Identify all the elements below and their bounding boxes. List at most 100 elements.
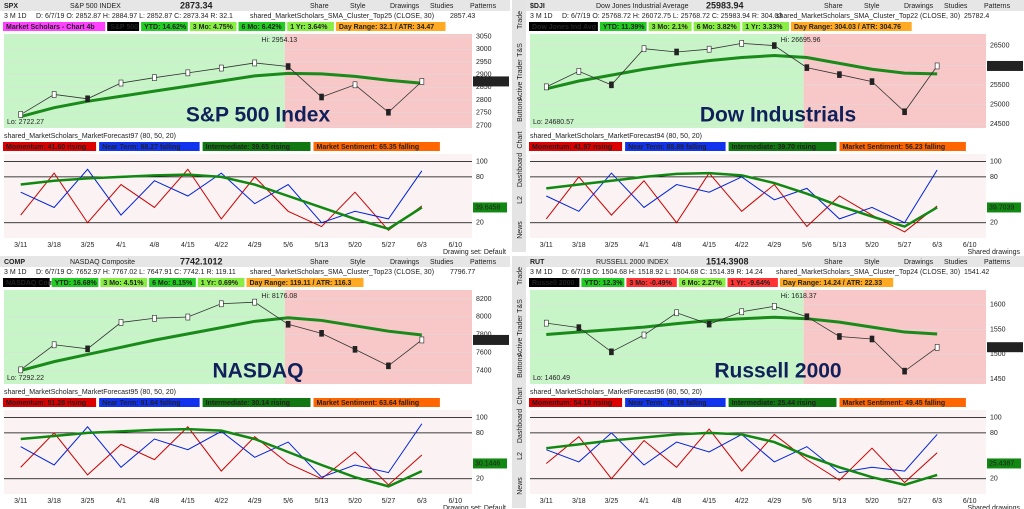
sidebar-tab[interactable]: Active Trader [517,315,524,357]
indicator-badge [625,398,726,407]
x-tick-label: 5/6 [283,498,293,505]
zone-red [803,290,986,384]
sidebar-tab[interactable]: T&S [517,43,524,57]
sidebar-tab[interactable]: L2 [517,452,524,460]
x-tick-label: 6/10 [448,498,462,505]
candle [118,319,124,326]
candle [934,62,940,70]
toolbar-button[interactable]: Share [310,3,329,10]
x-tick-label: 3/25 [81,498,95,505]
candle [771,303,777,310]
badge-text: Day Range: 119.11 / ATR: 116.3 [250,280,352,287]
toolbar-button[interactable]: Studies [430,3,454,10]
indicator-text: Intermediate: 25.44 rising [732,400,816,407]
indicator-text: Momentum: 41.97 rising [532,144,612,151]
toolbar-button[interactable]: Studies [944,3,968,10]
sidebar-tab[interactable]: Buttons [517,354,524,378]
study-value: 25782.4 [964,13,989,20]
x-tick-label: 6/10 [963,498,977,505]
candle [543,319,549,327]
toolbar-button[interactable]: Patterns [984,259,1011,266]
x-tick-label: 4/22 [214,242,228,249]
zone-red [284,34,472,128]
sidebar-tab[interactable]: News [517,221,524,239]
sidebar-tab[interactable]: L2 [517,196,524,204]
toolbar-bg [0,256,510,267]
x-tick-label: 3/18 [572,242,586,249]
candle [85,95,90,103]
chart-panel: SPX S&P 500 INDEX 2873.34 Share Style Drawing… [0,0,510,256]
toolbar-button[interactable]: Share [824,3,843,10]
candle [252,59,258,67]
candle [85,345,90,353]
toolbar-button[interactable]: Share [310,259,329,266]
zone-green [530,290,804,384]
toolbar-button[interactable]: Style [864,259,880,266]
indicator-badge [313,142,440,151]
toolbar-button[interactable]: Style [864,3,880,10]
candle [386,362,391,370]
osc-momentum [20,426,423,486]
x-tick-label: 5/27 [898,498,912,505]
toolbar-button[interactable]: Drawings [904,259,934,266]
study-value: 7796.77 [450,269,475,276]
sidebar-bg [512,0,526,252]
osc-momentum [20,168,423,232]
indicator-badge [99,398,200,407]
indicator-text: Momentum: 54.18 rising [532,400,612,407]
x-tick-label: 3/25 [81,242,95,249]
toolbar-button[interactable]: Patterns [470,3,497,10]
candle [674,309,679,317]
badge-text: Market Scholars - Chart 4b [6,24,95,31]
sidebar-tab[interactable]: Chart [517,131,524,148]
toolbar-button[interactable]: Style [350,3,366,10]
badge [529,278,580,287]
y-tick-label: 2850 [476,84,492,91]
indicator-badge [728,142,837,151]
study: shared_MarketScholars_SMA_Cluster_Top25 … [250,13,434,20]
x-tick-label: 4/8 [150,242,160,249]
osc-momentum [545,172,938,233]
badge-text: Day Range: 304.03 / ATR: 304.76 [794,24,901,31]
toolbar-button[interactable]: Patterns [984,3,1011,10]
sidebar-tab[interactable]: Chart [517,387,524,404]
badge-text: 1 Yr: 0.69% [201,280,239,287]
sidebar-tab[interactable]: Trade [517,11,524,29]
sidebar-tab[interactable]: Active Trader [517,59,524,101]
osc-intermediate [20,427,423,488]
candle [543,83,549,91]
index-label: NASDAQ [212,360,303,383]
toolbar-bg [526,0,1024,11]
x-tick-label: 5/6 [802,242,812,249]
toolbar-button[interactable]: Patterns [470,259,497,266]
x-tick-label: 5/13 [315,242,329,249]
toolbar-button[interactable]: Studies [944,259,968,266]
candle [706,320,712,328]
toolbar-button[interactable]: Studies [430,259,454,266]
sidebar-tab[interactable]: Buttons [517,98,524,122]
candle [837,71,842,78]
y-tick-label: 25500 [990,82,1010,89]
x-tick-label: 4/15 [702,242,716,249]
toolbar-button[interactable]: Style [350,259,366,266]
toolbar-button[interactable]: Drawings [904,3,934,10]
y-tick-label: 1500 [990,351,1006,358]
sidebar-tab[interactable]: Dashboard [517,409,524,443]
sidebar-tab[interactable]: Trade [517,267,524,285]
x-tick-label: 4/15 [181,498,195,505]
lo-label: Lo: 2722.27 [7,119,44,126]
chart-panel: COMP NASDAQ Composite 7742.1012 Share Style D… [0,256,510,509]
ohlc: D: 6/7/19 O: 7652.97 H: 7767.02 L: 7647.… [36,269,236,276]
toolbar-button[interactable]: Share [824,259,843,266]
sidebar-tab[interactable]: Dashboard [517,153,524,187]
sidebar-tab[interactable]: News [517,477,524,495]
sidebar-tab[interactable]: T&S [517,299,524,313]
candle [771,42,777,49]
toolbar-button[interactable]: Drawings [390,259,420,266]
badge [335,22,446,31]
candle [352,81,358,89]
x-tick-label: 3/25 [605,242,619,249]
toolbar-button[interactable]: Drawings [390,3,420,10]
